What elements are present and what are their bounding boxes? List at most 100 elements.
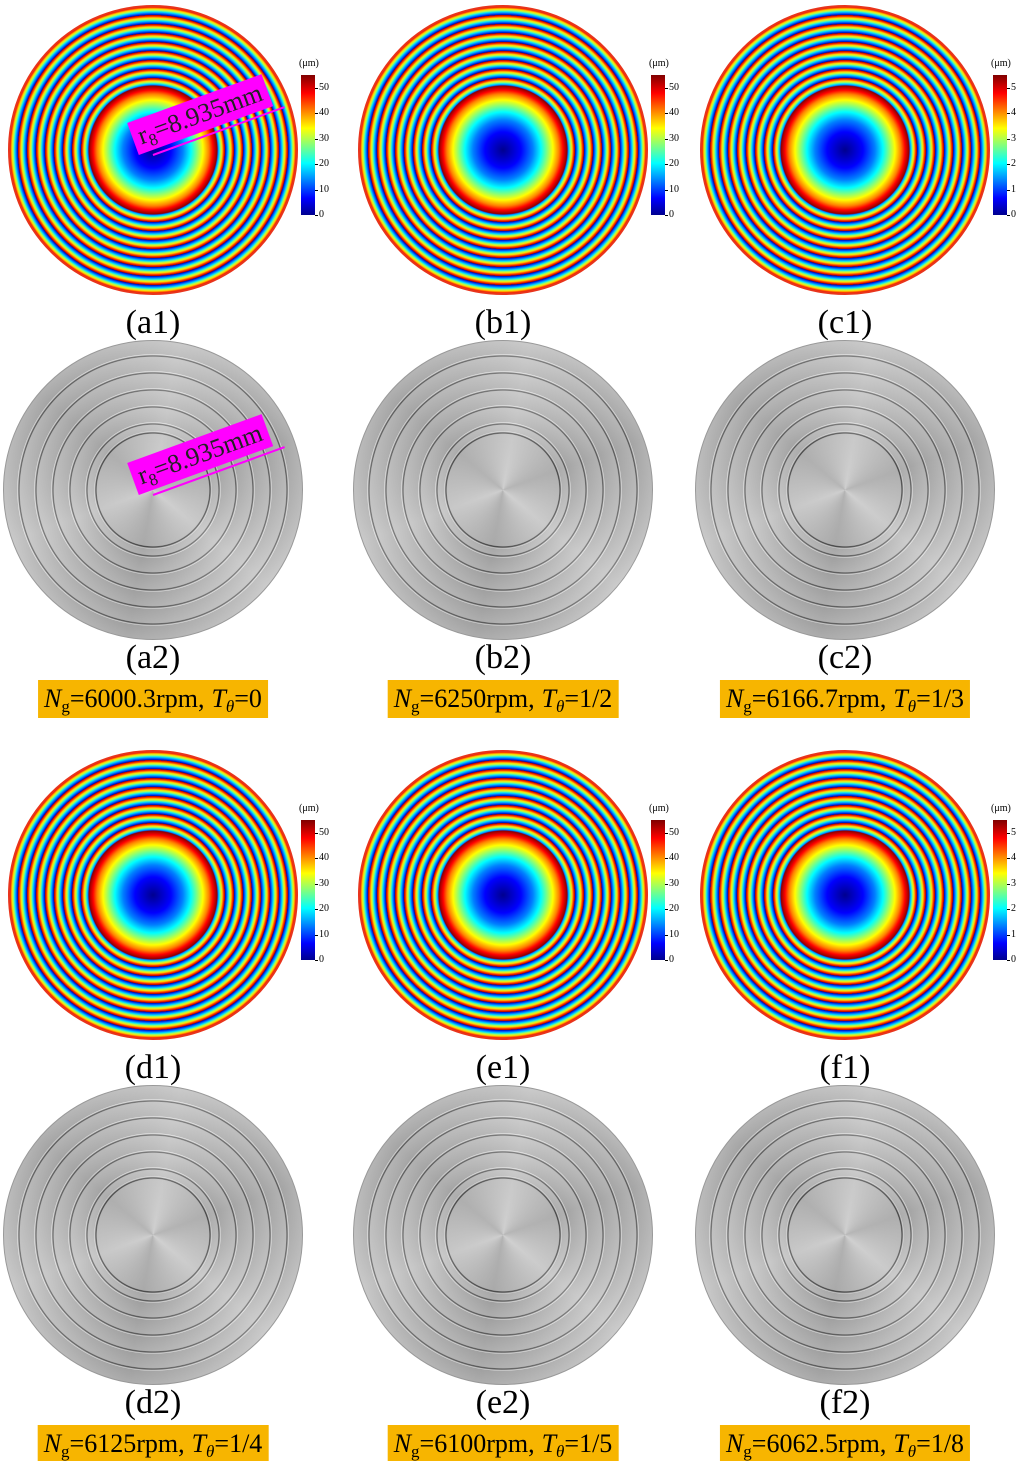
colorbar <box>651 75 665 215</box>
caption-n-value: =6166.7rpm, <box>752 684 887 713</box>
caption-t-value: =1/3 <box>916 684 964 713</box>
panel-label: (c1) <box>785 305 905 341</box>
caption: Ng=6166.7rpm,Tθ=1/3 <box>720 680 970 718</box>
colorbar-tick-label: 30 <box>669 879 679 889</box>
caption-n-symbol: N <box>394 1429 411 1458</box>
colorbar-tick <box>665 88 668 89</box>
caption-t-symbol: T <box>211 684 225 713</box>
caption-t-value: =1/2 <box>564 684 612 713</box>
colorbar-tick <box>665 858 668 859</box>
colorbar-tick <box>665 909 668 910</box>
colorbar-tick-label: 30 <box>319 134 329 144</box>
colorbar-unit: (μm) <box>299 803 339 814</box>
colorbar-tick <box>665 884 668 885</box>
colorbar-tick-label: 0 <box>669 955 674 965</box>
panel-label: (a2) <box>93 640 213 676</box>
colorbar-unit: (μm) <box>649 803 689 814</box>
caption-t-subscript: θ <box>206 1442 214 1461</box>
colorbar-tick <box>1007 909 1010 910</box>
caption-t-symbol: T <box>893 1429 907 1458</box>
photo-disc <box>695 1085 995 1385</box>
caption-t-value: =1/8 <box>916 1429 964 1458</box>
caption-n-value: =6000.3rpm, <box>70 684 205 713</box>
caption: Ng=6100rpm,Tθ=1/5 <box>388 1425 619 1461</box>
colorbar-tick <box>315 113 318 114</box>
colorbar-tick <box>315 858 318 859</box>
colorbar <box>301 820 315 960</box>
colorbar-tick-label: 10 <box>1011 930 1016 940</box>
caption-n-symbol: N <box>394 684 411 713</box>
colorbar-tick-label: 20 <box>1011 904 1016 914</box>
colorbar-tick <box>665 215 668 216</box>
colorbar-tick <box>1007 833 1010 834</box>
caption-t-subscript: θ <box>556 1442 564 1461</box>
colorbar-tick <box>315 833 318 834</box>
caption-n-subscript: g <box>61 697 70 716</box>
simulation-map <box>358 750 648 1040</box>
caption: Ng=6062.5rpm,Tθ=1/8 <box>720 1425 970 1461</box>
colorbar-tick <box>665 113 668 114</box>
caption-n-symbol: N <box>726 1429 743 1458</box>
caption-n-subscript: g <box>411 1442 420 1461</box>
colorbar-tick-label: 0 <box>669 210 674 220</box>
colorbar-tick-label: 0 <box>319 955 324 965</box>
colorbar-unit: (μm) <box>299 58 339 69</box>
photo-disc <box>3 340 303 640</box>
colorbar-tick-label: 40 <box>669 853 679 863</box>
colorbar-tick <box>1007 884 1010 885</box>
colorbar-tick-label: 10 <box>669 930 679 940</box>
caption-t-value: =0 <box>234 684 262 713</box>
colorbar-tick <box>665 960 668 961</box>
colorbar-tick-label: 20 <box>1011 159 1016 169</box>
panel-label: (d1) <box>93 1050 213 1086</box>
colorbar-tick <box>665 190 668 191</box>
caption-n-symbol: N <box>44 1429 61 1458</box>
simulation-map <box>700 750 990 1040</box>
colorbar-tick <box>315 215 318 216</box>
colorbar-tick <box>1007 164 1010 165</box>
colorbar-tick <box>1007 858 1010 859</box>
colorbar <box>301 75 315 215</box>
panel-label: (f2) <box>785 1385 905 1421</box>
colorbar-unit: (μm) <box>649 58 689 69</box>
colorbar-tick-label: 40 <box>669 108 679 118</box>
colorbar-tick <box>315 190 318 191</box>
colorbar-tick <box>665 833 668 834</box>
caption-n-subscript: g <box>411 697 420 716</box>
figure: (a1)(μm)01020304050(a2)r8=8.935mmr8=8.93… <box>0 0 1016 1461</box>
colorbar-tick <box>315 164 318 165</box>
colorbar-tick-label: 20 <box>669 904 679 914</box>
colorbar-tick <box>1007 935 1010 936</box>
colorbar-tick-label: 40 <box>1011 853 1016 863</box>
caption-t-subscript: θ <box>908 1442 916 1461</box>
colorbar-tick-label: 30 <box>1011 879 1016 889</box>
colorbar-tick-label: 30 <box>1011 134 1016 144</box>
simulation-map <box>8 5 298 295</box>
panel-label: (a1) <box>93 305 213 341</box>
colorbar-tick-label: 50 <box>669 828 679 838</box>
caption-n-value: =6250rpm, <box>420 684 535 713</box>
caption-n-subscript: g <box>61 1442 70 1461</box>
panel-label: (b2) <box>443 640 563 676</box>
colorbar <box>651 820 665 960</box>
caption-n-subscript: g <box>743 1442 752 1461</box>
photo-disc <box>3 1085 303 1385</box>
colorbar-tick-label: 20 <box>669 159 679 169</box>
colorbar-unit: (μm) <box>991 58 1016 69</box>
colorbar-tick <box>315 139 318 140</box>
caption-t-symbol: T <box>542 1429 556 1458</box>
photo-disc <box>353 1085 653 1385</box>
colorbar-tick-label: 10 <box>319 185 329 195</box>
caption-t-value: =1/4 <box>214 1429 262 1458</box>
colorbar-tick-label: 50 <box>1011 83 1016 93</box>
colorbar-tick-label: 30 <box>669 134 679 144</box>
caption: Ng=6125rpm,Tθ=1/4 <box>38 1425 269 1461</box>
colorbar-tick <box>665 935 668 936</box>
colorbar-tick <box>315 935 318 936</box>
colorbar-unit: (μm) <box>991 803 1016 814</box>
simulation-map <box>700 5 990 295</box>
panel-label: (e1) <box>443 1050 563 1086</box>
colorbar-tick-label: 50 <box>1011 828 1016 838</box>
colorbar-tick-label: 0 <box>1011 210 1016 220</box>
colorbar <box>993 820 1007 960</box>
